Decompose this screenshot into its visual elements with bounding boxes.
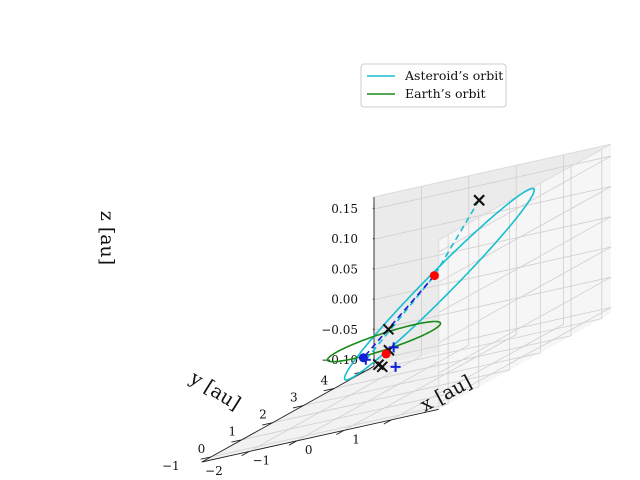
y-tick-label: 2	[259, 408, 267, 422]
z-tick-label: 0.10	[331, 232, 358, 246]
z-tick-mark	[372, 328, 375, 331]
y-axis-line	[201, 365, 375, 463]
z-axis-label: z [au]	[96, 211, 118, 265]
marker-layer	[358, 194, 485, 373]
grid-line-z	[373, 307, 612, 404]
plus-marker	[388, 342, 399, 353]
tick-labels: −2 −1 0 1 −1 0 1 2 3 4 −0.10 −0.05 0.00 0.05 0.10 0.15	[162, 202, 392, 478]
grid-line-x	[391, 154, 564, 421]
y-tick-mark	[262, 422, 273, 426]
z-tick-mark	[372, 237, 375, 240]
x-tick-label: 1	[352, 433, 360, 447]
x-tick-mark	[288, 440, 297, 446]
y-tick-label: 0	[198, 442, 206, 456]
grid-line-y	[334, 166, 572, 389]
x-tick-mark	[241, 451, 250, 457]
point-marker	[381, 349, 391, 359]
grid-line-y	[272, 200, 511, 424]
series-line	[326, 320, 442, 363]
series-line	[362, 275, 436, 359]
z-tick-label: −0.05	[321, 323, 358, 337]
z-tick-label: −0.10	[321, 353, 358, 367]
y-tick-mark	[292, 405, 304, 409]
cross-marker	[473, 194, 485, 206]
y-tick-label: −1	[162, 459, 180, 473]
y-tick-mark	[231, 439, 242, 443]
grid-line-z	[373, 155, 612, 253]
x-axis-line	[201, 408, 439, 463]
cross-marker	[376, 361, 388, 373]
x-tick-label: −2	[205, 464, 223, 478]
point-marker	[358, 353, 368, 363]
grid-line-y	[241, 217, 480, 441]
legend-label-earth: Earth’s orbit	[405, 86, 486, 101]
z-tick-mark	[372, 207, 375, 210]
grid-line-z	[373, 216, 612, 313]
grid-line-z	[373, 186, 612, 283]
y-tick-label: 4	[321, 373, 329, 387]
y-tick-mark	[200, 456, 212, 460]
x-tick-label: −1	[252, 454, 270, 468]
grid-lines	[211, 149, 612, 458]
z-tick-label: 0.00	[331, 293, 358, 307]
series-line	[364, 199, 480, 362]
grid-line-x	[249, 186, 422, 452]
z-tick-label: 0.15	[331, 202, 358, 216]
x-tick-mark	[383, 419, 392, 425]
y-axis-label: y [au]	[185, 366, 244, 414]
grid-line-y	[364, 149, 603, 372]
cross-marker	[382, 323, 395, 336]
legend-label-asteroid: Asteroid’s orbit	[404, 68, 503, 83]
grid-line-z	[373, 246, 612, 344]
legend: Asteroid’s orbit Earth’s orbit	[360, 63, 507, 108]
z-tick-mark	[372, 268, 375, 270]
series-layer	[326, 187, 536, 381]
grid-line-x	[296, 175, 470, 442]
y-tick-label: 1	[228, 425, 236, 439]
x-tick-mark	[336, 429, 345, 436]
y-tick-label: 3	[290, 391, 298, 405]
point-marker	[429, 271, 439, 281]
grid-line-z	[373, 276, 612, 374]
y-tick-mark	[323, 388, 335, 392]
legend-frame	[360, 63, 507, 108]
x-tick-label: 0	[305, 443, 313, 457]
z-tick-mark	[372, 298, 375, 301]
plus-marker	[390, 361, 401, 372]
grid-line-y	[303, 183, 541, 406]
z-tick-label: 0.05	[331, 263, 358, 277]
grid-line-y	[211, 234, 449, 458]
grid-line-x	[343, 165, 517, 431]
